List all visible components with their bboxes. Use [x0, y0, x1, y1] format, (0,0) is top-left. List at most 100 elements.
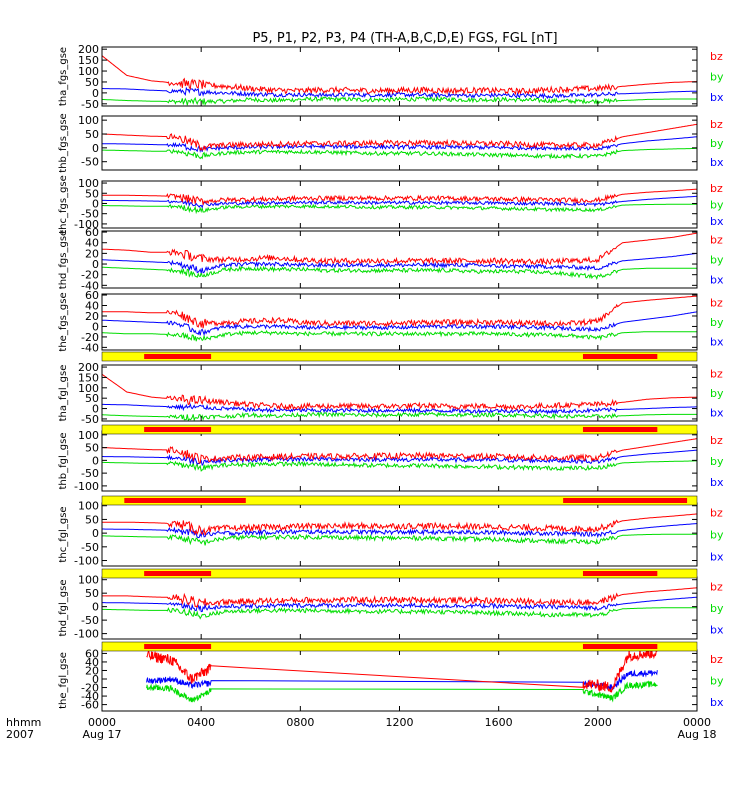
y-tick-label: 20 [85, 247, 99, 260]
time-axis-corner-bottom: 2007 [6, 728, 34, 741]
panel-lines [146, 650, 658, 703]
mode-bar [101, 495, 698, 506]
y-tick-label: -20 [81, 269, 99, 282]
legend-bz: bz [710, 580, 723, 593]
y-tick-label: 40 [85, 237, 99, 250]
series-by-line [102, 203, 697, 215]
y-tick-label: 50 [85, 587, 99, 600]
mode-bar-background [101, 641, 698, 652]
x-tick-label: 0800 [286, 716, 314, 729]
legend-bz: bz [710, 506, 723, 519]
series-bz-line [102, 188, 697, 205]
y-tick-label: 40 [85, 656, 99, 669]
legend-bz: bz [710, 50, 723, 63]
y-tick-label: -100 [74, 555, 99, 568]
y-tick-label: -50 [81, 614, 99, 627]
y-tick-label: -50 [81, 98, 99, 111]
x-tick-label: 1600 [485, 716, 513, 729]
mode-bar-segment [144, 427, 212, 432]
legend-by: by [710, 254, 724, 267]
y-tick-label: -20 [81, 682, 99, 695]
y-tick-label: 50 [85, 442, 99, 455]
y-tick-label: -40 [81, 341, 99, 354]
panel-lines [102, 123, 697, 160]
panel-lines [102, 188, 697, 215]
mode-bar-segment [582, 354, 658, 359]
mode-bar-segment [144, 571, 212, 576]
y-tick-label: 100 [78, 65, 99, 78]
mode-bars [101, 351, 698, 652]
mode-bar-segment [144, 644, 212, 649]
series-by-line [102, 147, 697, 160]
legend-by: by [710, 199, 724, 212]
y-tick-label: 200 [78, 43, 99, 56]
panel-lines [102, 232, 697, 281]
series-bx-line [102, 403, 697, 415]
series-by-line [102, 329, 697, 342]
panel-lines [102, 587, 697, 620]
legend-bz: bz [710, 182, 723, 195]
legend-bz: bz [710, 434, 723, 447]
y-tick-label: 0 [92, 197, 99, 210]
y-tick-label: 100 [78, 177, 99, 190]
panel-lines [102, 55, 697, 106]
y-tick-label: 50 [85, 392, 99, 405]
mode-bar-segment [582, 427, 658, 432]
y-tick-label: -20 [81, 331, 99, 344]
series-bz-line [102, 232, 697, 266]
legend-by: by [710, 137, 724, 150]
y-tick-label: -50 [81, 208, 99, 221]
legend-bx: bx [710, 476, 724, 489]
legend-bz: bz [710, 367, 723, 380]
y-tick-label: -50 [81, 156, 99, 169]
legend-bz: bz [710, 118, 723, 131]
y-tick-label: 0 [92, 258, 99, 271]
mode-bar-segment [144, 354, 212, 359]
y-tick-label: 0 [92, 527, 99, 540]
legend-bz: bz [710, 296, 723, 309]
series-bx-line [102, 449, 697, 467]
series-by-line [102, 460, 697, 472]
y-tick-label: 150 [78, 54, 99, 67]
figure-title: P5, P1, P2, P3, P4 (TH-A,B,C,D,E) FGS, F… [252, 31, 557, 46]
mode-bar-background [101, 424, 698, 435]
y-tick-label: 100 [78, 500, 99, 513]
series-bz-line [102, 123, 697, 152]
series-by-line [102, 606, 697, 620]
panel-frame [101, 180, 698, 229]
y-tick-label: -50 [81, 467, 99, 480]
mode-bar-segment [563, 498, 688, 503]
legend-by: by [710, 455, 724, 468]
legend-by: by [710, 316, 724, 329]
legend-bx: bx [710, 91, 724, 104]
y-tick-label: -40 [81, 690, 99, 703]
panel-lines [102, 295, 697, 342]
mode-bar-background [101, 351, 698, 362]
x-tick-label: 1200 [386, 716, 414, 729]
panel-ylabel: the_fgl_gse [58, 652, 69, 709]
y-tick-label: 20 [85, 664, 99, 677]
x-tick-label: 0000 [683, 716, 711, 729]
legend-bx: bx [710, 696, 724, 709]
series-bx-line [102, 252, 697, 274]
legend-by: by [710, 387, 724, 400]
mode-bar-background [101, 568, 698, 579]
mode-bar [101, 424, 698, 435]
y-tick-label: 0 [92, 142, 99, 155]
y-tick-label: 0 [92, 601, 99, 614]
series-bx-line [102, 86, 697, 100]
y-tick-label: 0 [92, 454, 99, 467]
series-bz-line [102, 373, 697, 411]
y-tick-label: 50 [85, 128, 99, 141]
series-bx-line [102, 311, 697, 337]
y-tick-label: -100 [74, 480, 99, 493]
panel-frame [101, 502, 698, 567]
